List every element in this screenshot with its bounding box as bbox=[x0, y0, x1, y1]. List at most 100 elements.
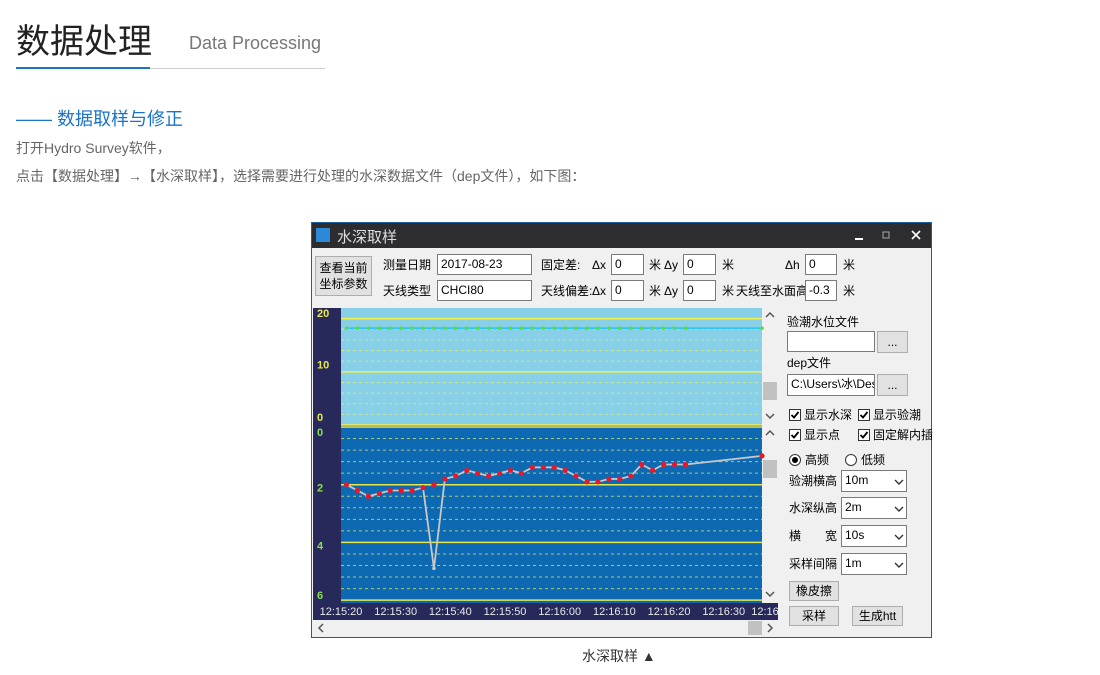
file-input[interactable] bbox=[787, 331, 875, 352]
data-point bbox=[518, 470, 525, 476]
select-label: 横 宽 bbox=[789, 529, 838, 543]
select-arrow[interactable] bbox=[893, 559, 905, 571]
unit: 米 bbox=[722, 258, 735, 272]
maximize-button[interactable] bbox=[882, 231, 890, 239]
select[interactable]: 10s bbox=[841, 525, 907, 547]
text-input[interactable]: CHCI80 bbox=[437, 280, 532, 301]
data-point bbox=[398, 487, 404, 494]
data-point bbox=[552, 326, 557, 331]
checkbox-label: 固定解内插 bbox=[873, 428, 934, 442]
close-button[interactable] bbox=[911, 230, 921, 240]
data-point bbox=[366, 326, 371, 331]
data-point bbox=[585, 326, 589, 331]
label: Δy bbox=[664, 284, 679, 298]
file-input[interactable]: C:\Users\冰\Des bbox=[787, 374, 875, 396]
x-tick-label: 12:16:10 bbox=[593, 606, 636, 618]
text-input[interactable]: 0 bbox=[805, 254, 837, 275]
data-point bbox=[442, 476, 448, 482]
data-point bbox=[584, 479, 590, 485]
scroll-arrows[interactable] bbox=[765, 311, 775, 598]
select-label: 水深纵高 bbox=[789, 501, 838, 515]
h-scrollbar[interactable] bbox=[313, 620, 778, 636]
data-point bbox=[596, 326, 600, 331]
checkbox-label: 显示验潮 bbox=[873, 408, 922, 422]
label: 测量日期 bbox=[383, 258, 432, 272]
browse-button[interactable]: ... bbox=[877, 331, 908, 353]
y-axis-strip bbox=[313, 308, 341, 603]
label: Δx bbox=[592, 284, 607, 298]
select[interactable]: 2m bbox=[841, 497, 907, 519]
data-point bbox=[475, 470, 481, 476]
text-input[interactable]: 0 bbox=[611, 280, 644, 301]
select-arrow[interactable] bbox=[893, 503, 905, 515]
select-arrow[interactable] bbox=[893, 531, 905, 543]
data-point bbox=[563, 326, 567, 331]
x-tick-label: 12:15:30 bbox=[374, 606, 417, 618]
coord-button[interactable]: 查看当前 坐标参数 bbox=[315, 256, 372, 296]
x-tick-label: 12:16 bbox=[751, 606, 778, 618]
y-tick-label: 0 bbox=[317, 427, 323, 439]
v-scrollbar[interactable] bbox=[762, 308, 778, 603]
radio[interactable] bbox=[845, 454, 857, 466]
data-point bbox=[639, 461, 645, 468]
figure-caption: 水深取样 ▲ bbox=[582, 648, 656, 664]
checkbox-label: 显示点 bbox=[804, 428, 841, 442]
checkbox[interactable] bbox=[789, 429, 801, 441]
text-input[interactable]: 0 bbox=[611, 254, 644, 275]
data-point bbox=[486, 473, 492, 479]
text-input[interactable]: 0 bbox=[683, 254, 716, 275]
sample-button[interactable]: 采样 bbox=[789, 606, 839, 626]
checkbox[interactable] bbox=[858, 429, 870, 441]
app-icon bbox=[316, 228, 330, 242]
data-point bbox=[399, 326, 403, 331]
title-bar bbox=[312, 223, 931, 248]
data-point bbox=[355, 326, 360, 331]
unit: 米 bbox=[722, 284, 735, 298]
label: Δy bbox=[664, 258, 679, 272]
scroll-thumb[interactable] bbox=[748, 621, 762, 635]
plot-background bbox=[341, 308, 762, 425]
checkbox[interactable] bbox=[858, 409, 870, 421]
data-point bbox=[431, 482, 437, 488]
scroll-thumb[interactable] bbox=[763, 460, 777, 478]
generate-button[interactable]: 生成htt bbox=[852, 606, 903, 626]
radio[interactable] bbox=[789, 454, 801, 466]
header-accent bbox=[16, 67, 150, 69]
data-point bbox=[443, 326, 447, 331]
label: 验潮水位文件 bbox=[787, 315, 860, 329]
data-point bbox=[671, 461, 678, 468]
data-point bbox=[410, 326, 414, 331]
text-input[interactable]: 0 bbox=[683, 280, 716, 301]
data-point bbox=[760, 326, 764, 331]
data-point bbox=[650, 326, 655, 331]
select-label: 验潮横高 bbox=[789, 474, 838, 488]
data-point bbox=[475, 326, 480, 331]
select-arrow[interactable] bbox=[893, 476, 905, 488]
unit: 米 bbox=[843, 258, 856, 272]
plot-background bbox=[341, 427, 762, 603]
scroll-thumb[interactable] bbox=[763, 382, 777, 400]
text-input[interactable]: 2017-08-23 bbox=[437, 254, 532, 275]
data-point bbox=[573, 473, 579, 479]
y-tick-label: 0 bbox=[317, 412, 323, 424]
select[interactable]: 1m bbox=[841, 553, 907, 575]
paragraph: 点击【数据处理】→【水深取样】，选择需要进行处理的水深数据文件（dep文件），如… bbox=[16, 168, 586, 184]
data-point bbox=[650, 467, 656, 473]
checkbox[interactable] bbox=[789, 409, 801, 421]
browse-button[interactable]: ... bbox=[877, 374, 908, 396]
y-tick-label: 10 bbox=[317, 360, 329, 372]
data-point bbox=[486, 326, 491, 331]
x-tick-label: 12:16:00 bbox=[538, 606, 581, 618]
data-point bbox=[453, 473, 459, 479]
select[interactable]: 10m bbox=[841, 470, 907, 492]
button-label: 查看当前 bbox=[319, 261, 368, 275]
eraser-button[interactable]: 橡皮擦 bbox=[789, 581, 839, 601]
data-point bbox=[376, 490, 382, 496]
scroll-arrows[interactable] bbox=[317, 623, 774, 633]
title-bar-icons bbox=[316, 228, 921, 242]
text-input[interactable]: -0.3 bbox=[805, 280, 837, 301]
chart-separator bbox=[313, 425, 762, 427]
data-point bbox=[606, 476, 612, 482]
unit: 米 bbox=[649, 284, 662, 298]
